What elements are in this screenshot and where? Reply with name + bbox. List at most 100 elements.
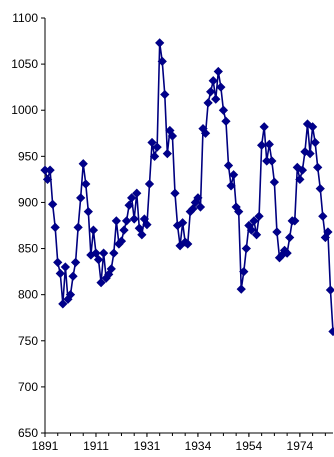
data-point-marker (124, 200, 134, 210)
data-point-marker (142, 219, 152, 230)
data-point-marker (119, 225, 129, 235)
data-point-marker (239, 266, 249, 277)
y-tick-label: 1000 (11, 103, 38, 117)
data-point-marker (251, 230, 262, 240)
x-tick-label: 1891 (32, 439, 59, 453)
data-point-marker (241, 243, 251, 254)
data-point-marker (246, 225, 257, 235)
data-point-marker (91, 248, 101, 258)
data-point-marker (76, 193, 86, 203)
data-point-marker (106, 264, 116, 274)
data-point-marker (96, 278, 106, 288)
series-group (40, 38, 334, 337)
data-point-marker (272, 227, 282, 237)
data-point-marker (116, 236, 127, 246)
data-point-marker (170, 188, 180, 198)
data-point-marker (42, 174, 53, 185)
y-axis-ticks: 650 700 750 800 850 900 950 1000 1050 1100 (11, 11, 45, 440)
data-point-marker (73, 222, 83, 232)
data-point-marker (55, 268, 65, 279)
data-point-marker (313, 162, 323, 173)
y-tick-label: 750 (18, 334, 38, 348)
data-point-marker (249, 216, 259, 226)
data-point-marker (290, 216, 300, 226)
data-point-marker (144, 179, 155, 189)
data-point-marker (167, 131, 178, 141)
data-point-marker (307, 122, 318, 132)
data-point-marker (160, 89, 170, 100)
x-tick-label: 1954 (236, 439, 263, 453)
data-point-marker (206, 87, 216, 97)
data-point-marker (259, 122, 269, 132)
data-point-marker (315, 183, 325, 194)
data-point-marker (58, 299, 68, 309)
data-point-marker (257, 140, 267, 150)
data-point-marker (226, 181, 236, 191)
data-point-marker (68, 271, 78, 281)
y-tick-label: 1050 (11, 57, 38, 71)
y-tick-label: 950 (18, 149, 38, 163)
data-point-marker (269, 177, 280, 187)
data-point-marker (147, 137, 157, 148)
data-point-marker (218, 105, 229, 115)
data-point-marker (188, 204, 198, 214)
x-axis-ticks: 1891191119311934195419741994 (32, 433, 326, 453)
data-point-marker (323, 227, 333, 237)
data-point-marker (213, 66, 223, 77)
data-point-marker (155, 38, 165, 48)
y-tick-label: 700 (18, 380, 38, 394)
data-point-marker (65, 290, 76, 300)
data-point-marker (282, 248, 292, 258)
data-point-marker (50, 222, 60, 232)
data-point-marker (200, 128, 211, 138)
data-point-marker (83, 207, 93, 217)
data-point-marker (137, 230, 147, 240)
data-point-marker (254, 211, 264, 221)
data-point-marker (234, 207, 244, 217)
data-point-marker (295, 174, 305, 185)
data-point-marker (195, 202, 206, 212)
data-point-marker (203, 98, 213, 108)
data-point-marker (111, 216, 121, 226)
data-point-marker (81, 179, 91, 189)
data-point-marker (98, 248, 109, 258)
data-point-marker (45, 165, 55, 175)
data-point-marker (121, 216, 132, 226)
data-point-marker (109, 248, 119, 258)
y-tick-label: 650 (18, 426, 38, 440)
data-point-marker (264, 139, 274, 149)
data-point-marker (297, 165, 308, 175)
data-point-marker (183, 239, 193, 249)
data-point-marker (318, 211, 328, 221)
data-point-marker (208, 76, 218, 86)
data-point-marker (93, 254, 104, 265)
data-point-marker (221, 116, 231, 126)
data-point-marker (310, 137, 320, 148)
data-point-marker (228, 170, 239, 180)
axes (44, 18, 333, 434)
data-point-marker (162, 148, 172, 159)
data-point-marker (53, 257, 63, 268)
data-point-marker (149, 151, 160, 161)
data-point-marker (129, 214, 139, 224)
y-tick-label: 1100 (12, 11, 38, 25)
data-point-marker (328, 326, 334, 337)
data-point-marker (325, 285, 334, 295)
data-point-marker (216, 82, 226, 92)
y-tick-label: 800 (18, 288, 38, 302)
data-point-marker (285, 232, 295, 243)
y-tick-label: 900 (18, 195, 38, 209)
data-point-marker (48, 199, 58, 209)
y-tick-label: 850 (18, 242, 38, 256)
data-point-marker (157, 56, 167, 66)
data-point-marker (88, 225, 99, 235)
data-point-marker (267, 156, 277, 166)
x-tick-label: 1931 (134, 439, 161, 453)
data-point-marker (132, 188, 142, 198)
x-tick-label: 1974 (287, 439, 314, 453)
data-point-marker (223, 160, 234, 171)
x-tick-label: 1934 (185, 439, 212, 453)
data-point-marker (134, 223, 144, 233)
x-tick-label: 1911 (83, 439, 109, 453)
